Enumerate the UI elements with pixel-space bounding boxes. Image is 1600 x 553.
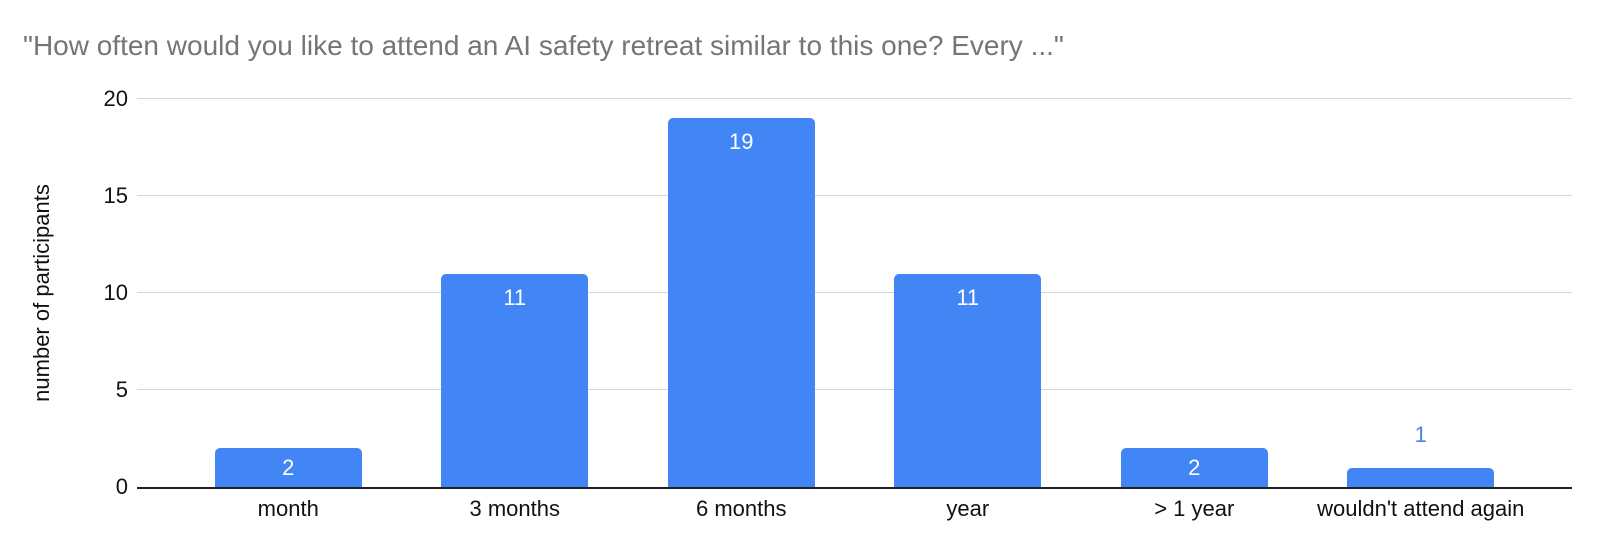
bar-value-label: 2 [1188,454,1201,480]
x-axis-labels: month 3 months 6 months year > 1 year wouldn'… [137,496,1572,522]
grid-line [137,98,1572,99]
bar-slot: 1 [1308,99,1535,487]
bar-slot: 19 [628,99,855,487]
plot-area: 2 11 19 11 2 1 [137,98,1572,489]
y-tick-label: 0 [115,474,128,499]
y-tick-label: 20 [103,86,128,111]
bar-slot: 2 [1081,99,1308,487]
x-category-label: year [946,496,990,521]
bar-slot: 2 [175,99,402,487]
y-axis-ticks: 0 5 10 15 20 [0,88,128,498]
y-tick-label: 10 [103,280,128,305]
chart-title: "How often would you like to attend an A… [23,30,1064,61]
bar-value-label: 11 [503,284,527,310]
bar: 11 [441,273,589,487]
bar-slot: 11 [402,99,629,487]
grid-line [137,195,1572,196]
x-category-label: > 1 year [1154,496,1235,521]
y-tick-label: 15 [103,183,128,208]
x-category-label: 3 months [469,496,561,521]
y-tick-label: 5 [115,377,128,402]
x-category-label: month [257,496,319,521]
x-category-label: wouldn't attend again [1317,496,1525,521]
bar: 1 [1347,422,1495,487]
bars-container: 2 11 19 11 2 1 [137,99,1572,487]
bar-value-label: 2 [282,454,295,480]
bar: 2 [214,448,362,487]
bar: 2 [1120,448,1268,487]
x-category-label: 6 months [696,496,787,521]
bar-value-label: 1 [1414,421,1427,447]
bar-value-label: 19 [729,129,754,155]
bar: 19 [667,118,815,487]
bar: 11 [894,273,1042,487]
bar-slot: 11 [855,99,1082,487]
grid-line [137,292,1572,293]
bar-value-label: 11 [956,284,980,310]
grid-line [137,389,1572,390]
